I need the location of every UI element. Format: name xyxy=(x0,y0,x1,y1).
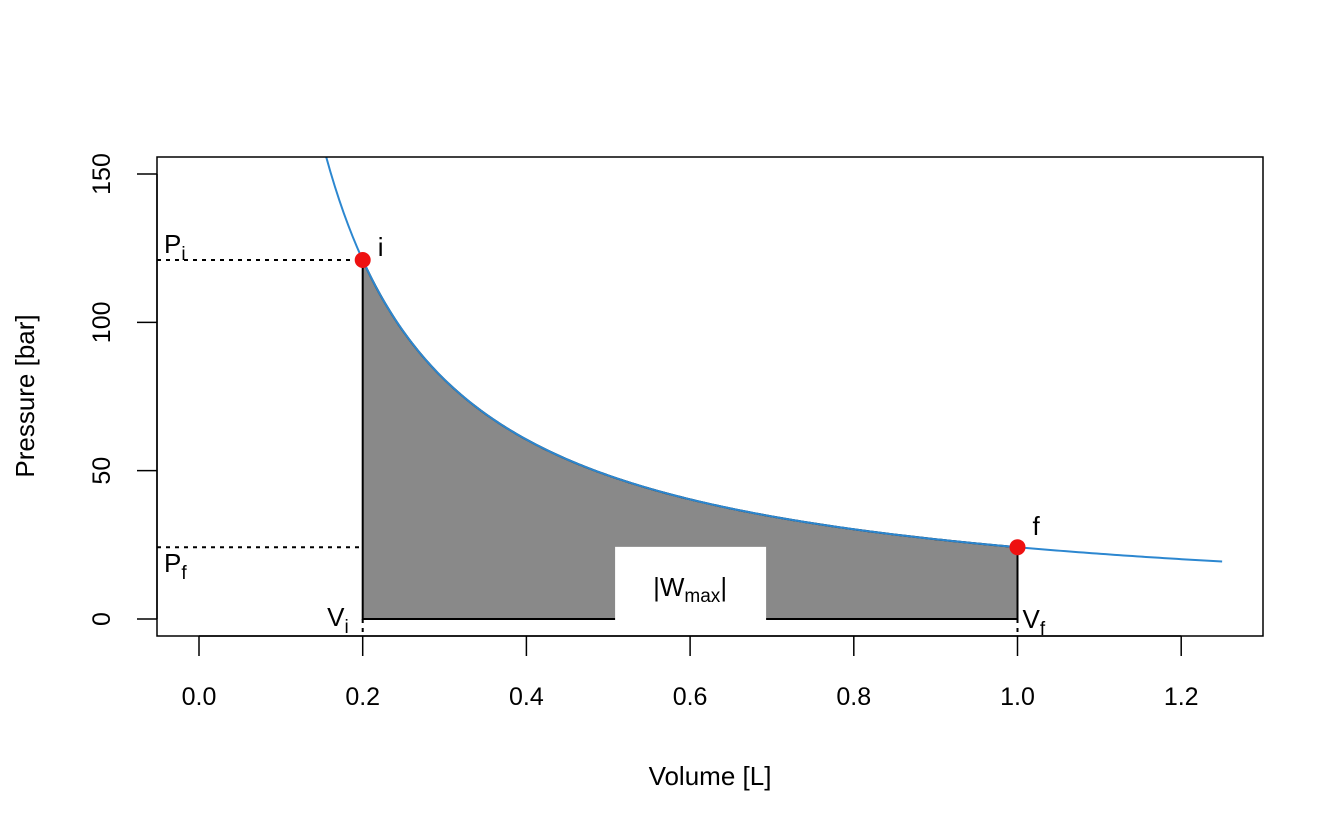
x-tick-label: 1.2 xyxy=(1164,683,1199,711)
x-tick-label: 0.6 xyxy=(673,683,708,711)
x-tick-label: 0.4 xyxy=(509,683,544,711)
pi-label: Pi xyxy=(164,229,186,265)
y-axis: 0 50 100 150 xyxy=(88,153,158,626)
y-tick-label: 150 xyxy=(88,153,116,195)
x-axis-title: Volume [L] xyxy=(649,761,772,791)
point-i xyxy=(354,252,371,269)
x-tick-label: 0.8 xyxy=(836,683,871,711)
x-tick-label: 0.0 xyxy=(182,683,217,711)
isotherm-curve xyxy=(325,157,1223,563)
x-tick-label: 0.2 xyxy=(345,683,380,711)
pf-label: Pf xyxy=(164,548,187,584)
y-tick-label: 100 xyxy=(88,301,116,343)
work-label-box xyxy=(615,546,767,624)
work-label: |Wmax| xyxy=(653,572,727,607)
point-f-label: f xyxy=(1033,511,1041,541)
point-i-label: i xyxy=(378,232,384,262)
y-axis-title: Pressure [bar] xyxy=(10,314,40,477)
vi-label: Vi xyxy=(327,602,349,638)
y-tick-label: 0 xyxy=(88,612,116,626)
vf-label: Vf xyxy=(1023,604,1046,640)
x-axis: 0.0 0.2 0.4 0.6 0.8 1.0 1.2 xyxy=(182,635,1199,711)
point-f xyxy=(1009,539,1026,556)
y-tick-label: 50 xyxy=(88,457,116,485)
x-tick-label: 1.0 xyxy=(1000,683,1035,711)
